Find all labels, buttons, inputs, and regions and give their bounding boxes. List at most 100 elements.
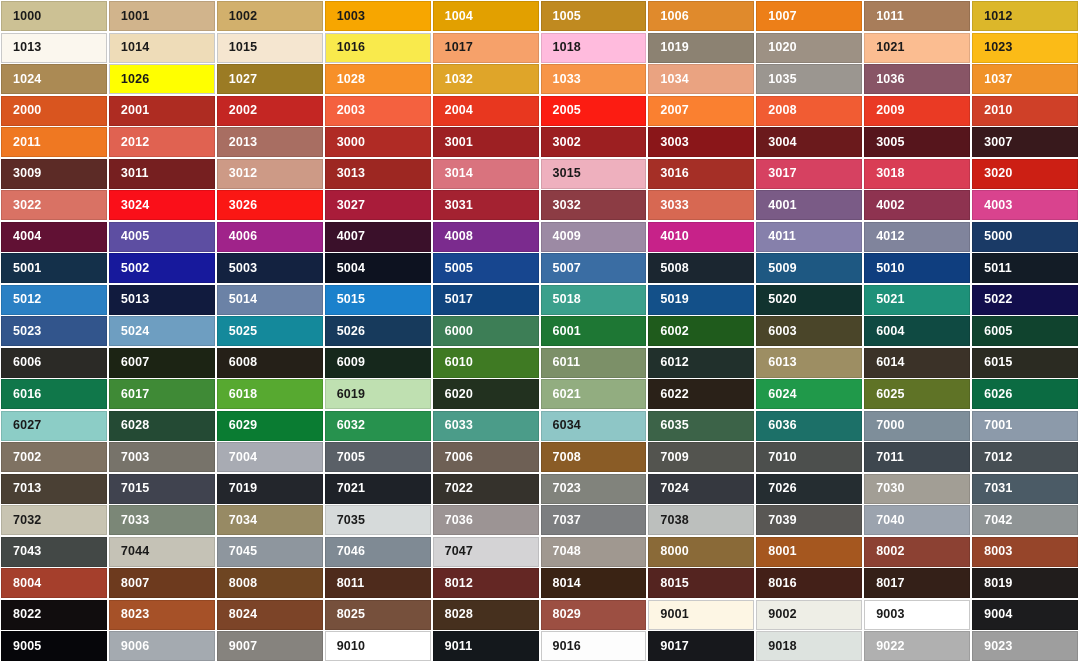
colour-swatch-3011[interactable]: 3011 xyxy=(108,158,215,189)
colour-swatch-9010[interactable]: 9010 xyxy=(324,631,431,661)
colour-swatch-7009[interactable]: 7009 xyxy=(648,442,755,472)
colour-swatch-7039[interactable]: 7039 xyxy=(756,505,863,535)
colour-swatch-6029[interactable]: 6029 xyxy=(216,410,323,441)
colour-swatch-3016[interactable]: 3016 xyxy=(648,158,755,189)
colour-swatch-7024[interactable]: 7024 xyxy=(648,473,755,504)
colour-swatch-6020[interactable]: 6020 xyxy=(432,379,539,409)
colour-swatch-5007[interactable]: 5007 xyxy=(540,253,647,283)
colour-swatch-6032[interactable]: 6032 xyxy=(324,410,431,441)
colour-swatch-1015[interactable]: 1015 xyxy=(216,32,323,63)
colour-swatch-5022[interactable]: 5022 xyxy=(972,284,1078,315)
colour-swatch-8015[interactable]: 8015 xyxy=(648,568,755,598)
colour-swatch-7000[interactable]: 7000 xyxy=(864,410,971,441)
colour-swatch-7031[interactable]: 7031 xyxy=(972,473,1078,504)
colour-swatch-1023[interactable]: 1023 xyxy=(972,32,1078,63)
colour-swatch-8025[interactable]: 8025 xyxy=(324,599,431,630)
colour-swatch-6007[interactable]: 6007 xyxy=(108,347,215,378)
colour-swatch-4012[interactable]: 4012 xyxy=(864,221,971,252)
colour-swatch-8000[interactable]: 8000 xyxy=(648,536,755,567)
colour-swatch-6013[interactable]: 6013 xyxy=(756,347,863,378)
colour-swatch-1026[interactable]: 1026 xyxy=(108,64,215,94)
colour-swatch-3000[interactable]: 3000 xyxy=(324,127,431,157)
colour-swatch-3033[interactable]: 3033 xyxy=(648,190,755,220)
colour-swatch-2000[interactable]: 2000 xyxy=(1,95,107,126)
colour-swatch-7033[interactable]: 7033 xyxy=(108,505,215,535)
colour-swatch-1011[interactable]: 1011 xyxy=(864,1,971,31)
colour-swatch-2012[interactable]: 2012 xyxy=(108,127,215,157)
colour-swatch-3018[interactable]: 3018 xyxy=(864,158,971,189)
colour-swatch-3020[interactable]: 3020 xyxy=(972,158,1078,189)
colour-swatch-9011[interactable]: 9011 xyxy=(432,631,539,661)
colour-swatch-3001[interactable]: 3001 xyxy=(432,127,539,157)
colour-swatch-6012[interactable]: 6012 xyxy=(648,347,755,378)
colour-swatch-6016[interactable]: 6016 xyxy=(1,379,107,409)
colour-swatch-7045[interactable]: 7045 xyxy=(216,536,323,567)
colour-swatch-8024[interactable]: 8024 xyxy=(216,599,323,630)
colour-swatch-8019[interactable]: 8019 xyxy=(972,568,1078,598)
colour-swatch-7043[interactable]: 7043 xyxy=(1,536,107,567)
colour-swatch-9003[interactable]: 9003 xyxy=(864,599,971,630)
colour-swatch-2001[interactable]: 2001 xyxy=(108,95,215,126)
colour-swatch-4007[interactable]: 4007 xyxy=(324,221,431,252)
colour-swatch-6011[interactable]: 6011 xyxy=(540,347,647,378)
colour-swatch-1018[interactable]: 1018 xyxy=(540,32,647,63)
colour-swatch-3017[interactable]: 3017 xyxy=(756,158,863,189)
colour-swatch-3015[interactable]: 3015 xyxy=(540,158,647,189)
colour-swatch-1007[interactable]: 1007 xyxy=(756,1,863,31)
colour-swatch-2011[interactable]: 2011 xyxy=(1,127,107,157)
colour-swatch-7006[interactable]: 7006 xyxy=(432,442,539,472)
colour-swatch-6026[interactable]: 6026 xyxy=(972,379,1078,409)
colour-swatch-5000[interactable]: 5000 xyxy=(972,221,1078,252)
colour-swatch-5025[interactable]: 5025 xyxy=(216,316,323,346)
colour-swatch-8012[interactable]: 8012 xyxy=(432,568,539,598)
colour-swatch-2005[interactable]: 2005 xyxy=(540,95,647,126)
colour-swatch-7011[interactable]: 7011 xyxy=(864,442,971,472)
colour-swatch-4006[interactable]: 4006 xyxy=(216,221,323,252)
colour-swatch-7019[interactable]: 7019 xyxy=(216,473,323,504)
colour-swatch-6004[interactable]: 6004 xyxy=(864,316,971,346)
colour-swatch-3004[interactable]: 3004 xyxy=(756,127,863,157)
colour-swatch-5020[interactable]: 5020 xyxy=(756,284,863,315)
colour-swatch-3024[interactable]: 3024 xyxy=(108,190,215,220)
colour-swatch-7005[interactable]: 7005 xyxy=(324,442,431,472)
colour-swatch-4004[interactable]: 4004 xyxy=(1,221,107,252)
colour-swatch-8007[interactable]: 8007 xyxy=(108,568,215,598)
colour-swatch-5014[interactable]: 5014 xyxy=(216,284,323,315)
colour-swatch-7015[interactable]: 7015 xyxy=(108,473,215,504)
colour-swatch-5017[interactable]: 5017 xyxy=(432,284,539,315)
colour-swatch-3003[interactable]: 3003 xyxy=(648,127,755,157)
colour-swatch-1014[interactable]: 1014 xyxy=(108,32,215,63)
colour-swatch-5002[interactable]: 5002 xyxy=(108,253,215,283)
colour-swatch-9016[interactable]: 9016 xyxy=(540,631,647,661)
colour-swatch-5013[interactable]: 5013 xyxy=(108,284,215,315)
colour-swatch-1024[interactable]: 1024 xyxy=(1,64,107,94)
colour-swatch-6000[interactable]: 6000 xyxy=(432,316,539,346)
colour-swatch-1012[interactable]: 1012 xyxy=(972,1,1078,31)
colour-swatch-5011[interactable]: 5011 xyxy=(972,253,1078,283)
colour-swatch-8016[interactable]: 8016 xyxy=(756,568,863,598)
colour-swatch-7040[interactable]: 7040 xyxy=(864,505,971,535)
colour-swatch-1005[interactable]: 1005 xyxy=(540,1,647,31)
colour-swatch-8011[interactable]: 8011 xyxy=(324,568,431,598)
colour-swatch-1020[interactable]: 1020 xyxy=(756,32,863,63)
colour-swatch-6008[interactable]: 6008 xyxy=(216,347,323,378)
colour-swatch-3005[interactable]: 3005 xyxy=(864,127,971,157)
colour-swatch-7036[interactable]: 7036 xyxy=(432,505,539,535)
colour-swatch-7046[interactable]: 7046 xyxy=(324,536,431,567)
colour-swatch-4002[interactable]: 4002 xyxy=(864,190,971,220)
colour-swatch-6019[interactable]: 6019 xyxy=(324,379,431,409)
colour-swatch-2008[interactable]: 2008 xyxy=(756,95,863,126)
colour-swatch-8003[interactable]: 8003 xyxy=(972,536,1078,567)
colour-swatch-1035[interactable]: 1035 xyxy=(756,64,863,94)
colour-swatch-7004[interactable]: 7004 xyxy=(216,442,323,472)
colour-swatch-6009[interactable]: 6009 xyxy=(324,347,431,378)
colour-swatch-6018[interactable]: 6018 xyxy=(216,379,323,409)
colour-swatch-3007[interactable]: 3007 xyxy=(972,127,1078,157)
colour-swatch-7037[interactable]: 7037 xyxy=(540,505,647,535)
colour-swatch-3002[interactable]: 3002 xyxy=(540,127,647,157)
colour-swatch-7003[interactable]: 7003 xyxy=(108,442,215,472)
colour-swatch-5009[interactable]: 5009 xyxy=(756,253,863,283)
colour-swatch-8004[interactable]: 8004 xyxy=(1,568,107,598)
colour-swatch-3012[interactable]: 3012 xyxy=(216,158,323,189)
colour-swatch-3013[interactable]: 3013 xyxy=(324,158,431,189)
